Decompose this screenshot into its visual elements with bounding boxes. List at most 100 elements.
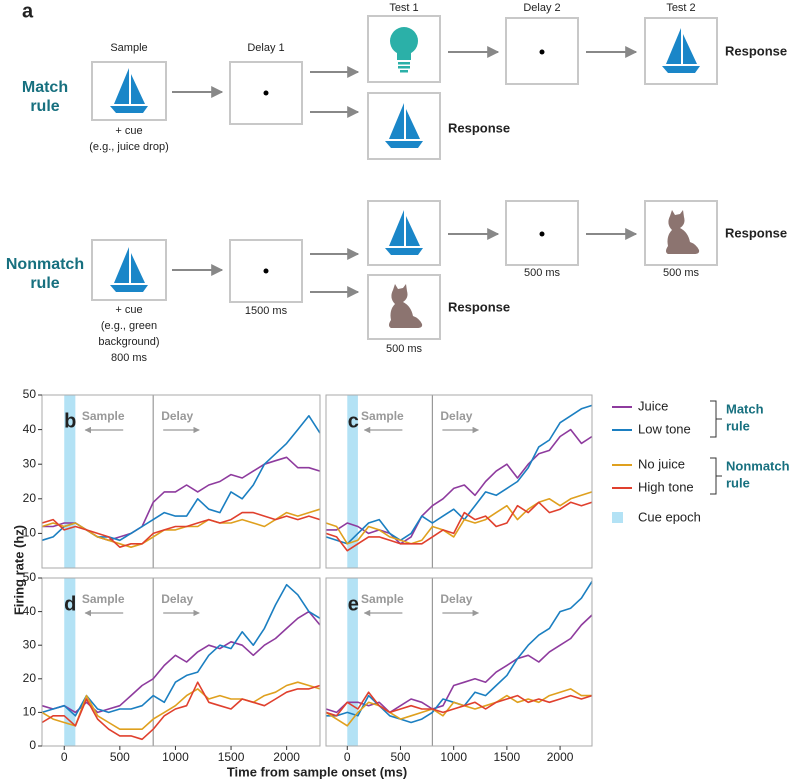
legend-group: rule [726, 418, 750, 433]
header: Sample [110, 42, 147, 54]
rule-label: Nonmatch [6, 256, 84, 273]
series-line [325, 614, 593, 714]
panel-label: a [22, 0, 34, 22]
legend-group: Match [726, 401, 764, 416]
y-tick-label: 20 [23, 671, 37, 685]
y-tick-label: 40 [23, 422, 37, 436]
header: Delay 1 [247, 42, 284, 54]
series-line [325, 404, 593, 545]
fixation [263, 268, 269, 274]
y-tick-label: 10 [23, 526, 37, 540]
x-tick-label: 1500 [218, 750, 245, 764]
series-line [325, 491, 593, 545]
x-tick-label: 1500 [494, 750, 521, 764]
panel-frame [325, 394, 593, 569]
x-tick-label: 500 [110, 750, 130, 764]
series-line [325, 691, 593, 717]
y-tick-label: 50 [23, 570, 37, 584]
panel-frame [41, 394, 321, 569]
y-tick-label: 30 [23, 637, 37, 651]
annotation: Sample [82, 592, 125, 606]
annotation: Delay [440, 409, 472, 423]
fixation [539, 231, 545, 237]
duration: 500 ms [524, 267, 561, 279]
series-line [326, 428, 593, 545]
legend: Match rule Nonmatch rule Cue epoch Juice… [612, 398, 790, 524]
duration: 1500 ms [245, 305, 288, 317]
y-tick-label: 10 [23, 705, 37, 719]
rule-label: rule [30, 275, 59, 292]
cue-text: (e.g., juice drop) [89, 141, 168, 153]
legend-label: Cue epoch [638, 509, 701, 524]
panel-label: d [64, 593, 76, 615]
legend-group: Nonmatch [726, 458, 790, 473]
chart-panel: Sample Delay b 10 20 30 40 50 [23, 387, 321, 569]
series-line [41, 415, 321, 542]
response: Response [725, 225, 787, 240]
header: Test 1 [389, 2, 418, 14]
panel-frame [41, 577, 321, 747]
header: Delay 2 [523, 2, 560, 14]
duration: 500 ms [663, 267, 700, 279]
bracket [710, 457, 722, 495]
rule-label: Match [22, 79, 68, 96]
series-line [41, 511, 321, 548]
fixation [263, 90, 269, 96]
panel-label: c [348, 410, 359, 432]
x-tick-label: 0 [344, 750, 351, 764]
response: Response [448, 120, 510, 135]
response: Response [725, 43, 787, 58]
x-axis-label: Time from sample onset (ms) [227, 764, 407, 779]
x-tick-label: 1000 [440, 750, 467, 764]
annotation: Sample [361, 592, 404, 606]
cue-epoch [64, 578, 76, 746]
x-tick-label: 0 [61, 750, 68, 764]
series-line [41, 508, 321, 548]
annotation: Delay [161, 592, 193, 606]
legend-group: rule [726, 475, 750, 490]
legend-label: No juice [638, 456, 685, 471]
annotation: Delay [440, 592, 472, 606]
x-tick-label: 500 [390, 750, 410, 764]
fixation [539, 49, 545, 55]
annotation: Sample [82, 409, 125, 423]
y-axis-label: Firing rate (hz) [11, 525, 26, 615]
cue-epoch [347, 395, 358, 568]
legend-label: Juice [638, 398, 668, 413]
y-tick-label: 20 [23, 491, 37, 505]
y-tick-label: 50 [23, 387, 37, 401]
panel-label: b [64, 410, 76, 432]
cue-epoch [64, 395, 76, 568]
cue-text: (e.g., green [101, 320, 157, 332]
x-tick-label: 1000 [162, 750, 189, 764]
cue-text: 800 ms [111, 352, 148, 364]
y-tick-label: 40 [23, 604, 37, 618]
chart-panel: Sample Delay e 0 500 1000 1500 2000 [325, 577, 593, 764]
legend-label: Low tone [638, 421, 691, 436]
cue-text: + cue [115, 304, 142, 316]
series-line [41, 681, 321, 730]
series-line [325, 501, 593, 552]
cue-text: background) [98, 336, 159, 348]
cue-text: + cue [115, 125, 142, 137]
panel-frame [325, 577, 593, 747]
rule-label: rule [30, 98, 59, 115]
panel-a: a Sample Delay 1 Test 1 Delay 2 Test 2 M… [6, 0, 787, 364]
cue-epoch [347, 578, 358, 746]
y-tick-label: 0 [29, 738, 36, 752]
bracket [710, 400, 722, 438]
series-line [41, 681, 321, 741]
response: Response [448, 299, 510, 314]
annotation: Delay [161, 409, 193, 423]
header: Test 2 [666, 2, 695, 14]
y-tick-label: 30 [23, 456, 37, 470]
annotation: Sample [361, 409, 404, 423]
duration: 500 ms [386, 343, 423, 355]
legend-swatch [612, 512, 623, 523]
legend-label: High tone [638, 479, 694, 494]
chart-panel: Sample Delay c [325, 394, 593, 569]
x-tick-label: 2000 [547, 750, 574, 764]
x-tick-label: 2000 [273, 750, 300, 764]
